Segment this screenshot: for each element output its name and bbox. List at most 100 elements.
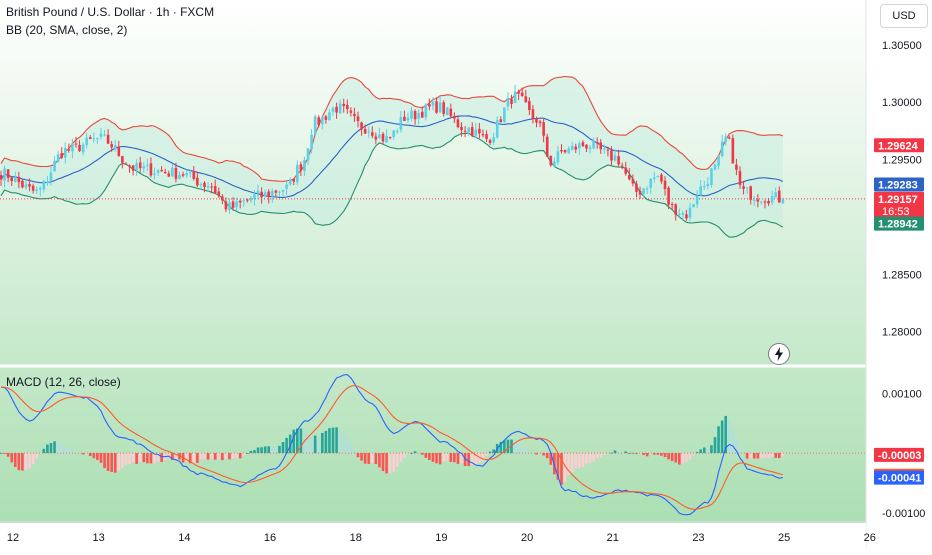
x-tick-label: 12	[7, 532, 19, 544]
histogram-bar	[231, 453, 235, 459]
macd-indicator-label[interactable]: MACD (12, 26, close)	[6, 375, 121, 389]
histogram-bar	[385, 453, 388, 474]
candle-body	[738, 171, 742, 185]
candle-body	[42, 181, 46, 190]
histogram-bar	[21, 453, 24, 471]
candle-body	[478, 128, 481, 134]
candle-body	[538, 121, 542, 124]
candle-body	[256, 190, 260, 194]
x-tick-label: 21	[607, 532, 619, 544]
candle-body	[196, 177, 199, 186]
candle-body	[542, 122, 545, 136]
bb-indicator-label[interactable]: BB (20, SMA, close, 2)	[6, 23, 128, 37]
histogram-bar	[367, 453, 371, 464]
price-label-bg	[874, 191, 924, 218]
histogram-bar	[499, 441, 503, 454]
candle-body	[524, 96, 528, 103]
lightning-icon[interactable]	[768, 343, 790, 365]
candle-body	[570, 145, 574, 150]
histogram-bar	[535, 453, 538, 455]
candle-body	[481, 134, 485, 136]
x-tick-label: 23	[692, 532, 704, 544]
histogram-bar	[549, 453, 553, 465]
candle-body	[271, 191, 274, 197]
candle-body	[310, 134, 313, 150]
histogram-bar	[503, 440, 506, 454]
histogram-bar	[342, 434, 346, 454]
candle-body	[238, 200, 242, 203]
candle-body	[585, 144, 588, 149]
histogram-bar	[424, 453, 428, 458]
histogram-bar	[263, 446, 267, 454]
histogram-bar	[417, 452, 420, 454]
candle-body	[417, 113, 420, 119]
histogram-bar	[463, 453, 467, 467]
histogram-bar	[770, 453, 774, 457]
histogram-bar	[592, 453, 595, 462]
x-tick-label: 16	[264, 532, 276, 544]
histogram-bar	[271, 446, 274, 454]
histogram-bar	[613, 450, 617, 454]
currency-button[interactable]: USD	[880, 4, 928, 28]
candle-body	[113, 145, 117, 149]
candle-body	[167, 173, 171, 177]
candle-body	[142, 166, 146, 169]
candle-body	[71, 143, 74, 152]
price-label-bg	[874, 216, 924, 231]
candle-body	[6, 169, 10, 178]
x-tick-label: 13	[93, 532, 105, 544]
candle-body	[770, 196, 774, 203]
histogram-bar	[113, 453, 117, 473]
histogram-bar	[171, 453, 174, 460]
candle-body	[549, 155, 553, 166]
histogram-bar	[103, 453, 106, 469]
histogram-bar	[31, 453, 35, 465]
candle-body	[149, 163, 153, 176]
candle-body	[642, 188, 645, 194]
candle-body	[467, 127, 470, 132]
histogram-bar	[645, 453, 649, 457]
candle-body	[563, 150, 567, 153]
histogram-bar	[481, 453, 485, 462]
histogram-bar	[588, 453, 592, 464]
bb-basis-line	[0, 115, 784, 198]
candle-body	[231, 201, 235, 208]
histogram-bar	[649, 453, 653, 455]
candle-body	[678, 213, 681, 215]
candle-body	[28, 184, 31, 187]
candle-body	[313, 116, 317, 135]
candle-body	[435, 101, 438, 113]
candle-body	[78, 144, 81, 152]
candle-body	[321, 117, 324, 125]
histogram-bar	[235, 453, 238, 459]
histogram-bar	[135, 453, 138, 464]
candle-body	[545, 136, 549, 157]
price-label-countdown: 16:53	[882, 206, 910, 218]
candles-group	[0, 84, 785, 222]
histogram-bar	[752, 453, 756, 459]
histogram-bar	[92, 453, 96, 459]
candle-body	[345, 104, 349, 110]
histogram-bar	[299, 428, 303, 454]
symbol-title[interactable]: British Pound / U.S. Dollar · 1h · FXCM	[6, 5, 215, 19]
candle-body	[628, 174, 631, 180]
candle-body	[53, 160, 56, 172]
histogram-bar	[349, 443, 353, 454]
candle-body	[745, 187, 749, 189]
candle-body	[174, 167, 178, 179]
candle-body	[553, 161, 556, 167]
histogram-bar	[517, 442, 520, 454]
histogram-bar	[520, 446, 524, 454]
histogram-bar	[317, 435, 321, 454]
histogram-bar	[49, 443, 53, 454]
histogram-bar	[678, 453, 681, 465]
histogram-bar	[717, 426, 720, 454]
candle-body	[363, 128, 367, 134]
histogram-bar	[749, 453, 752, 459]
candle-body	[0, 175, 3, 180]
candle-body	[146, 164, 149, 166]
candle-body	[278, 191, 281, 193]
bb-upper-line	[0, 75, 783, 182]
histogram-bar	[160, 453, 163, 463]
